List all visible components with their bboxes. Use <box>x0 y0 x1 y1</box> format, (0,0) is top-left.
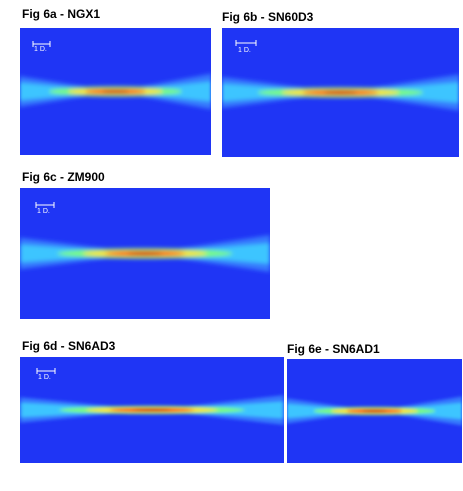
heatmap-image <box>20 188 270 319</box>
panel-title: Fig 6a - NGX1 <box>22 7 100 21</box>
scale-label: 1 D. <box>238 47 251 54</box>
scale-label: 1 D. <box>34 46 47 53</box>
scale-label: 1 D. <box>38 374 51 381</box>
panel-title: Fig 6e - SN6AD1 <box>287 342 380 356</box>
heatmap-image <box>20 357 284 463</box>
panel-title: Fig 6d - SN6AD3 <box>22 339 116 353</box>
scale-label: 1 D. <box>37 208 50 215</box>
heatmap-image <box>287 359 462 463</box>
figure: Fig 6a - NGX1 1 D. Fig 6b - SN60D3 1 D. … <box>0 0 463 491</box>
panel-title: Fig 6c - ZM900 <box>22 170 105 184</box>
panel-title: Fig 6b - SN60D3 <box>222 10 314 24</box>
heatmap-image <box>20 28 211 155</box>
heatmap-image <box>222 28 459 157</box>
